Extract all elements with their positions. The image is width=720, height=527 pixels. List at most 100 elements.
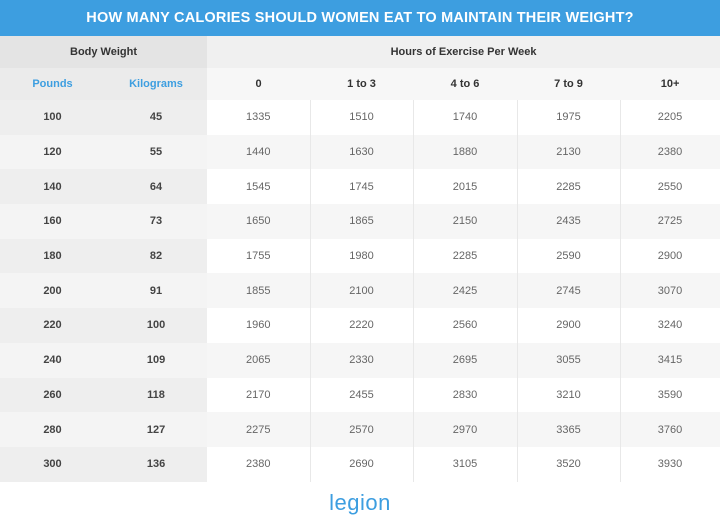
calorie-cell: 2695 bbox=[413, 342, 518, 378]
calorie-cell: 2220 bbox=[310, 308, 414, 343]
calorie-cell: 1510 bbox=[310, 100, 414, 135]
weight-cell: 140 bbox=[0, 169, 105, 205]
calorie-cell: 1755 bbox=[207, 238, 311, 274]
calorie-cell: 2285 bbox=[413, 238, 518, 274]
calorie-cell: 3365 bbox=[517, 412, 621, 447]
logo: legion bbox=[329, 489, 391, 515]
calorie-cell: 2330 bbox=[310, 342, 414, 378]
calorie-cell: 2425 bbox=[413, 273, 518, 309]
table-body: 100 45 1335 1510 1740 1975 2205 120 55 1440 1630 18… bbox=[0, 100, 720, 482]
column-header: 1 to 3 bbox=[310, 68, 414, 100]
calorie-cell: 1980 bbox=[310, 238, 414, 274]
calorie-cell: 2570 bbox=[310, 412, 414, 447]
calorie-cell: 2830 bbox=[413, 377, 518, 413]
calorie-cell: 1880 bbox=[413, 134, 518, 170]
weight-cell: 109 bbox=[105, 342, 208, 378]
weight-cell: 64 bbox=[105, 169, 208, 205]
weight-cell: 260 bbox=[0, 377, 105, 413]
calorie-cell: 1865 bbox=[310, 204, 414, 239]
weight-cell: 220 bbox=[0, 308, 105, 343]
calorie-cell: 3055 bbox=[517, 342, 621, 378]
weight-cell: 82 bbox=[105, 238, 208, 274]
calorie-cell: 2725 bbox=[620, 204, 720, 239]
weight-cell: 136 bbox=[105, 446, 208, 482]
weight-cell: 91 bbox=[105, 273, 208, 309]
table-row: 220 100 1960 2220 2560 2900 3240 bbox=[0, 308, 720, 343]
calorie-cell: 1440 bbox=[207, 134, 311, 170]
calorie-cell: 2130 bbox=[517, 134, 621, 170]
table-row: 100 45 1335 1510 1740 1975 2205 bbox=[0, 100, 720, 135]
calorie-cell: 2745 bbox=[517, 273, 621, 309]
weight-cell: 127 bbox=[105, 412, 208, 447]
weight-cell: 118 bbox=[105, 377, 208, 413]
table-header: Body Weight Hours of Exercise Per Week Pou… bbox=[0, 36, 720, 100]
table-row: 120 55 1440 1630 1880 2130 2380 bbox=[0, 134, 720, 170]
table-row: 160 73 1650 1865 2150 2435 2725 bbox=[0, 204, 720, 239]
calorie-cell: 2015 bbox=[413, 169, 518, 205]
calorie-cell: 1960 bbox=[207, 308, 311, 343]
table-row: 180 82 1755 1980 2285 2590 2900 bbox=[0, 238, 720, 274]
calorie-cell: 3590 bbox=[620, 377, 720, 413]
calorie-cell: 2900 bbox=[620, 238, 720, 274]
weight-cell: 73 bbox=[105, 204, 208, 239]
calorie-cell: 2380 bbox=[620, 134, 720, 170]
weight-cell: 100 bbox=[0, 100, 105, 135]
weight-cell: 240 bbox=[0, 342, 105, 378]
calorie-cell: 2455 bbox=[310, 377, 414, 413]
calorie-cell: 2150 bbox=[413, 204, 518, 239]
table-row: 300 136 2380 2690 3105 3520 3930 bbox=[0, 446, 720, 482]
weight-cell: 100 bbox=[105, 308, 208, 343]
calorie-cell: 3210 bbox=[517, 377, 621, 413]
column-header: 7 to 9 bbox=[517, 68, 621, 100]
calorie-cell: 2205 bbox=[620, 100, 720, 135]
weight-cell: 120 bbox=[0, 134, 105, 170]
group-header: Hours of Exercise Per Week bbox=[207, 36, 720, 68]
table-row: 140 64 1545 1745 2015 2285 2550 bbox=[0, 169, 720, 205]
calorie-cell: 2285 bbox=[517, 169, 621, 205]
calorie-cell: 3415 bbox=[620, 342, 720, 378]
column-header: Kilograms bbox=[105, 68, 208, 100]
title: HOW MANY CALORIES SHOULD WOMEN EAT TO MA… bbox=[0, 0, 720, 36]
weight-cell: 280 bbox=[0, 412, 105, 447]
calorie-cell: 1335 bbox=[207, 100, 311, 135]
group-header-row: Body Weight Hours of Exercise Per Week bbox=[0, 36, 720, 68]
column-header: 0 bbox=[207, 68, 311, 100]
calorie-cell: 2100 bbox=[310, 273, 414, 309]
calorie-cell: 2690 bbox=[310, 446, 414, 482]
calorie-cell: 3760 bbox=[620, 412, 720, 447]
calorie-cell: 2170 bbox=[207, 377, 311, 413]
calorie-cell: 3520 bbox=[517, 446, 621, 482]
column-header: 10+ bbox=[620, 68, 720, 100]
calorie-cell: 3105 bbox=[413, 446, 518, 482]
calorie-cell: 1855 bbox=[207, 273, 311, 309]
calorie-cell: 3070 bbox=[620, 273, 720, 309]
calorie-cell: 2550 bbox=[620, 169, 720, 205]
calorie-cell: 2065 bbox=[207, 342, 311, 378]
calorie-cell: 1975 bbox=[517, 100, 621, 135]
calorie-table: Body Weight Hours of Exercise Per Week Pou… bbox=[0, 36, 720, 482]
calorie-cell: 2970 bbox=[413, 412, 518, 447]
calorie-cell: 2560 bbox=[413, 308, 518, 343]
calorie-cell: 3240 bbox=[620, 308, 720, 343]
calorie-cell: 3930 bbox=[620, 446, 720, 482]
calorie-cell: 1740 bbox=[413, 100, 518, 135]
calorie-cell: 2435 bbox=[517, 204, 621, 239]
calorie-cell: 2590 bbox=[517, 238, 621, 274]
calorie-cell: 2275 bbox=[207, 412, 311, 447]
table-row: 260 118 2170 2455 2830 3210 3590 bbox=[0, 377, 720, 413]
table-row: 200 91 1855 2100 2425 2745 3070 bbox=[0, 273, 720, 309]
table-row: 240 109 2065 2330 2695 3055 3415 bbox=[0, 342, 720, 378]
weight-cell: 160 bbox=[0, 204, 105, 239]
weight-cell: 45 bbox=[105, 100, 208, 135]
calorie-cell: 1650 bbox=[207, 204, 311, 239]
calorie-cell: 1545 bbox=[207, 169, 311, 205]
table-row: 280 127 2275 2570 2970 3365 3760 bbox=[0, 412, 720, 447]
weight-cell: 180 bbox=[0, 238, 105, 274]
column-header: 4 to 6 bbox=[413, 68, 518, 100]
calorie-cell: 2900 bbox=[517, 308, 621, 343]
weight-cell: 200 bbox=[0, 273, 105, 309]
weight-cell: 55 bbox=[105, 134, 208, 170]
calorie-cell: 1630 bbox=[310, 134, 414, 170]
